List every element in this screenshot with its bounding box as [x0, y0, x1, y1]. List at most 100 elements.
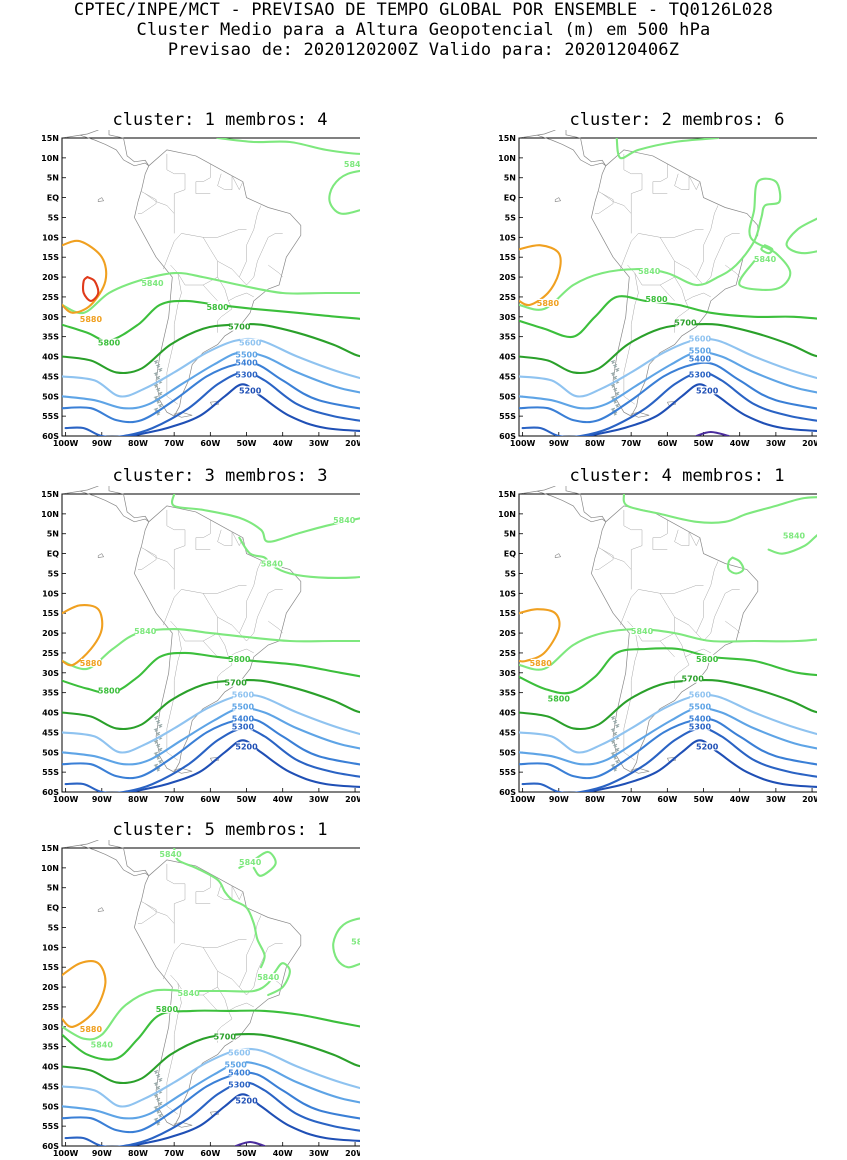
contour-5600 — [519, 693, 817, 754]
contour-5300 — [64, 1081, 360, 1146]
contour-label-5840: 5840 — [91, 1041, 114, 1050]
contour-5800 — [519, 295, 817, 339]
lat-tick-label: 5S — [48, 923, 60, 932]
axis-labels: 15N 10N 5N EQ 5S 10S 15S 20S 25S 30S 35S 40S 45S 50S 5… — [41, 134, 360, 448]
contour-5300 — [64, 371, 360, 436]
lat-tick-label: 25S — [42, 293, 59, 302]
contour-label-5700: 5700 — [225, 679, 248, 688]
lon-tick-label: 50W — [694, 439, 714, 448]
lat-tick-label: 35S — [42, 689, 59, 698]
lon-tick-label: 70W — [164, 439, 184, 448]
lon-tick-label: 40W — [273, 439, 293, 448]
contour-label-5500: 5500 — [689, 347, 712, 356]
lat-tick-label: 15N — [41, 844, 59, 853]
contour-label-5600: 5600 — [228, 1049, 251, 1058]
contour-label-5400: 5400 — [689, 355, 712, 364]
lat-tick-label: 20S — [499, 629, 516, 638]
axis-labels: 15N 10N 5N EQ 5S 10S 15S 20S 25S 30S 35S 40S 45S 50S 5… — [498, 134, 817, 448]
contour-label-5300: 5300 — [235, 370, 258, 379]
contour-5600 — [519, 337, 817, 398]
contour-5400 — [62, 1071, 360, 1134]
contour-label-5840: 5840 — [344, 160, 360, 169]
contour-label-5500: 5500 — [232, 703, 255, 712]
lon-tick-label: 40W — [730, 439, 750, 448]
lat-tick-label: 60S — [499, 432, 516, 441]
contour-5840 — [615, 138, 720, 160]
lat-tick-label: 10N — [41, 510, 59, 519]
lat-tick-label: 40S — [499, 709, 516, 718]
contour-labels: 5840 5840 5840 5840 5840 5800 5880 5840 5700 5600… — [80, 849, 360, 1105]
axis-labels: 15N 10N 5N EQ 5S 10S 15S 20S 25S 30S 35S 40S 45S 50S 5… — [498, 490, 817, 804]
header-line-3: Previsao de: 2020120200Z Valido para: 20… — [167, 40, 680, 60]
contour-5600 — [62, 693, 360, 754]
lat-tick-label: 5N — [47, 174, 59, 183]
map-panel-3: 15N 10N 5N EQ 5S 10S 15S 20S 25S 30S 35S 40S 45S 50S 5… — [41, 486, 360, 804]
lat-tick-label: 15S — [499, 609, 516, 618]
map-panel-1: 15N 10N 5N EQ 5S 10S 15S 20S 25S 30S 35S 40S 45S 50S 5… — [41, 130, 360, 448]
header-line-1: CPTEC/INPE/MCT - PREVISAO DE TEMPO GLOBA… — [73, 0, 774, 20]
contour-label-5600: 5600 — [689, 691, 712, 700]
contour-5400 — [62, 717, 360, 780]
contour-5500 — [62, 351, 360, 410]
contour-5300 — [64, 727, 360, 792]
lat-tick-label: 20S — [499, 273, 516, 282]
contour-labels: 5840 5840 5840 5800 5880 5800 5700 5600 5500 5400… — [80, 515, 356, 751]
lon-tick-label: 80W — [128, 1149, 148, 1158]
lat-tick-label: 35S — [42, 1043, 59, 1052]
cluster-panel-4: cluster: 4 membros: 1 15N 10N 5N EQ 5S 10S 15S… — [457, 466, 817, 806]
lat-tick-label: 40S — [499, 353, 516, 362]
contour-5700 — [519, 322, 817, 375]
lat-tick-label: 10S — [499, 589, 516, 598]
lat-tick-label: 35S — [499, 689, 516, 698]
lon-tick-label: 20W — [802, 795, 817, 804]
lat-tick-label: 15N — [498, 490, 516, 499]
contour-label-5600: 5600 — [232, 691, 255, 700]
lon-tick-label: 20W — [345, 795, 360, 804]
lat-tick-label: EQ — [47, 904, 59, 913]
lon-tick-label: 100W — [53, 439, 79, 448]
lat-tick-label: 30S — [499, 313, 516, 322]
cluster-panel-2: cluster: 2 membros: 6 15N 10N 5N EQ 5S 10S 15S… — [457, 110, 817, 450]
contour-label-5600: 5600 — [239, 339, 262, 348]
contour-5200 — [129, 1093, 360, 1146]
contour-label-5800: 5800 — [206, 303, 229, 312]
contour-label-5800: 5800 — [548, 695, 571, 704]
lon-tick-label: 90W — [92, 795, 112, 804]
contour-5880 — [519, 608, 561, 663]
contour-5920-closed — [81, 275, 100, 302]
contour-5100 — [695, 430, 730, 436]
lat-tick-label: 10S — [42, 589, 59, 598]
lat-tick-label: EQ — [504, 550, 516, 559]
contour-5840-closed — [760, 244, 774, 255]
contour-label-5840: 5840 — [239, 858, 262, 867]
contour-label-5800: 5800 — [98, 687, 121, 696]
lat-tick-label: 15N — [498, 134, 516, 143]
contour-label-5200: 5200 — [696, 742, 719, 751]
lat-tick-label: 50S — [499, 748, 516, 757]
lat-tick-label: 15S — [42, 963, 59, 972]
lon-tick-label: 70W — [164, 795, 184, 804]
lat-tick-label: 45S — [42, 1082, 59, 1091]
contour-label-5840: 5840 — [261, 560, 284, 569]
lat-tick-label: 40S — [42, 1063, 59, 1072]
contour-5840 — [519, 177, 792, 311]
contour-label-5700: 5700 — [674, 319, 697, 328]
contour-5840 — [328, 169, 360, 215]
contour-5840 — [622, 494, 817, 524]
lon-tick-label: 80W — [585, 439, 605, 448]
lon-tick-label: 30W — [766, 439, 786, 448]
lon-tick-label: 50W — [237, 795, 257, 804]
contour-label-5600: 5600 — [689, 335, 712, 344]
lon-tick-label: 50W — [237, 1149, 257, 1158]
lat-tick-label: 20S — [42, 983, 59, 992]
lat-tick-label: 50S — [42, 748, 59, 757]
land-outlines — [518, 486, 759, 774]
contour-label-5500: 5500 — [225, 1061, 248, 1070]
contour-label-5840: 5840 — [333, 516, 356, 525]
contour-label-5400: 5400 — [228, 1068, 251, 1077]
contour-label-5800: 5800 — [228, 655, 251, 664]
lat-tick-label: 30S — [42, 313, 59, 322]
contour-label-5840: 5840 — [754, 255, 777, 264]
contour-label-5300: 5300 — [689, 370, 712, 379]
